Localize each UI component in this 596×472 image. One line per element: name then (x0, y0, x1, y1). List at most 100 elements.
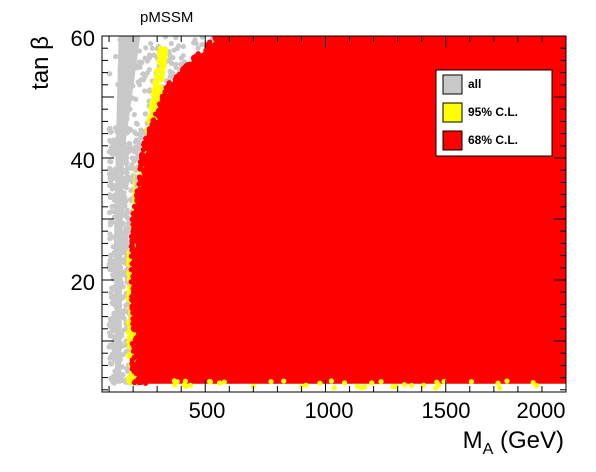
y-tick-labels: 20 40 60 (71, 26, 95, 295)
point-all (168, 60, 175, 66)
point-68 (132, 221, 138, 227)
point-68 (141, 347, 147, 353)
point-95-bottom (401, 382, 408, 388)
point-68 (131, 380, 137, 386)
point-68 (131, 229, 137, 236)
y-axis-title: tan β (27, 36, 54, 90)
point-95-bottom (172, 382, 178, 388)
point-all (147, 87, 153, 93)
point-68 (190, 60, 197, 66)
point-all (151, 52, 157, 58)
point-68 (142, 189, 149, 195)
point-68 (139, 313, 145, 319)
point-68 (135, 344, 142, 350)
point-all (144, 70, 150, 76)
point-all (199, 42, 205, 48)
point-all (142, 55, 148, 61)
point-all (109, 316, 115, 323)
point-95-bottom (354, 383, 360, 389)
chart-title: pMSSM (140, 9, 193, 26)
point-68 (150, 145, 156, 152)
point-all (173, 36, 179, 41)
point-68 (191, 65, 197, 71)
point-68 (148, 172, 154, 178)
point-all (122, 203, 128, 209)
point-68 (150, 118, 156, 124)
point-68 (140, 352, 146, 359)
x-tick-labels: 500 1000 1500 2000 (189, 398, 566, 423)
point-68 (138, 175, 144, 181)
point-all (107, 222, 113, 228)
x-axis-title: MA (GeV) (463, 427, 564, 458)
point-all (123, 235, 129, 242)
point-68 (133, 370, 139, 376)
point-all (107, 360, 114, 367)
point-68 (149, 124, 155, 130)
point-68 (133, 325, 139, 331)
point-95 (154, 91, 161, 97)
point-68 (136, 181, 143, 187)
point-68 (139, 159, 145, 166)
point-68 (181, 77, 187, 83)
point-95-bottom (221, 379, 227, 385)
point-68 (137, 290, 143, 296)
point-all (129, 176, 135, 182)
point-68 (202, 55, 208, 61)
point-95 (159, 70, 165, 76)
point-68 (169, 103, 175, 109)
point-68 (157, 125, 163, 131)
point-68 (162, 117, 168, 124)
point-68 (136, 188, 142, 195)
legend-label-95: 95% C.L. (468, 105, 518, 119)
point-all (107, 182, 113, 189)
point-68 (190, 55, 197, 61)
point-68 (128, 267, 134, 273)
point-68 (137, 280, 143, 286)
point-all (133, 137, 139, 143)
point-68 (142, 359, 148, 365)
point-all (134, 121, 140, 127)
point-95-bottom (420, 382, 427, 388)
point-all (149, 45, 155, 52)
point-all (107, 158, 113, 164)
point-95 (158, 86, 164, 92)
point-95-bottom (187, 382, 193, 388)
point-95-bottom (171, 378, 177, 384)
point-68 (166, 99, 172, 105)
point-68 (132, 264, 138, 270)
point-all (178, 61, 184, 67)
point-68 (141, 213, 147, 219)
point-68 (147, 150, 153, 156)
point-68 (209, 48, 216, 54)
point-95-bottom (328, 378, 335, 384)
point-68 (139, 153, 145, 159)
point-68 (135, 206, 141, 212)
point-all (133, 167, 139, 174)
point-68 (132, 336, 138, 343)
point-68 (155, 113, 162, 119)
point-95-bottom (331, 385, 337, 391)
point-95-bottom (369, 380, 375, 386)
point-all (174, 45, 181, 51)
point-68 (163, 106, 169, 112)
point-68 (134, 198, 140, 204)
point-all (162, 36, 169, 40)
point-95-bottom (378, 379, 384, 385)
point-all (136, 82, 143, 88)
point-95-bottom (268, 378, 274, 385)
point-all (107, 236, 113, 242)
point-68 (174, 73, 181, 79)
point-68 (147, 166, 153, 172)
point-all (110, 203, 116, 209)
point-95-bottom (216, 380, 223, 386)
point-68 (136, 211, 142, 217)
point-all (107, 192, 113, 198)
point-all (124, 165, 131, 171)
point-95-bottom (495, 380, 501, 386)
y-tick-label-60: 60 (71, 26, 95, 51)
point-all (107, 71, 113, 77)
point-68 (221, 37, 227, 43)
point-all (128, 196, 134, 203)
axis-ticks (102, 35, 567, 392)
